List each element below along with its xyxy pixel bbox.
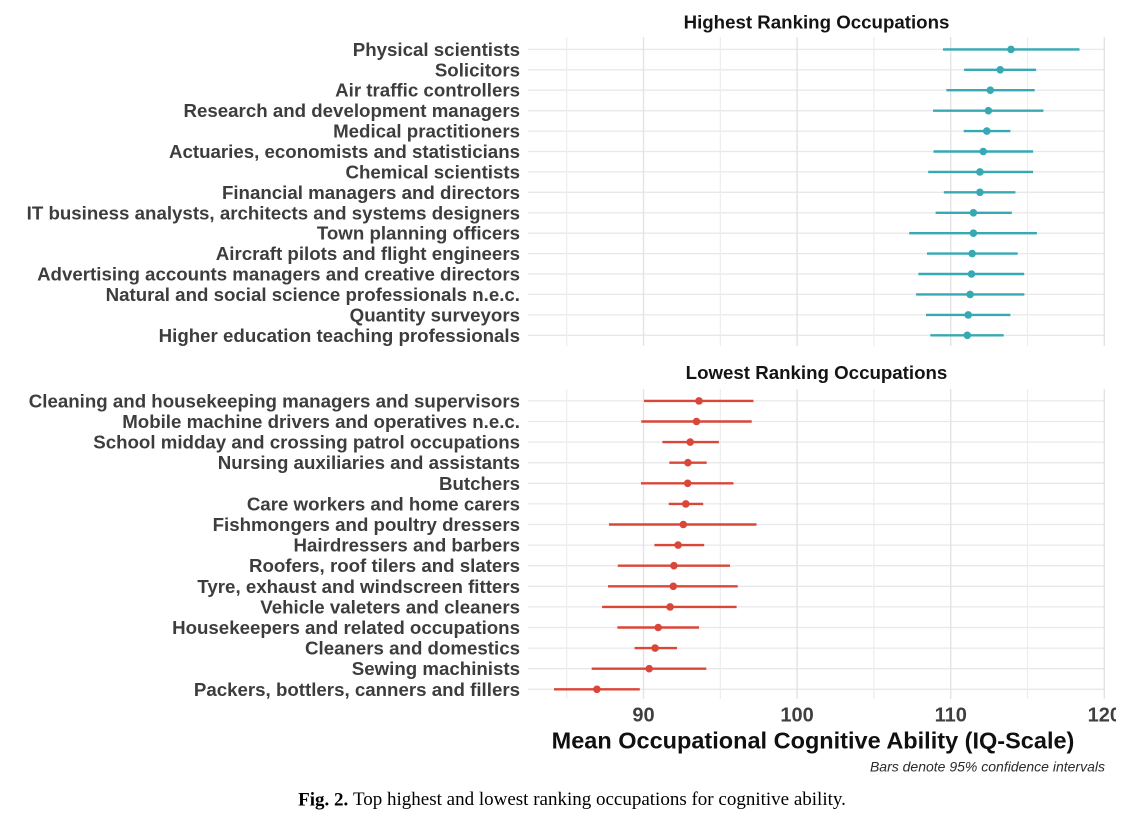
svg-text:Highest Ranking Occupations: Highest Ranking Occupations <box>684 11 950 32</box>
svg-text:School midday and crossing pat: School midday and crossing patrol occupa… <box>93 432 520 453</box>
svg-text:Care workers and home carers: Care workers and home carers <box>247 493 520 514</box>
svg-text:Fishmongers and poultry dresse: Fishmongers and poultry dressers <box>213 514 520 535</box>
svg-text:Sewing machinists: Sewing machinists <box>352 658 520 679</box>
svg-text:Bars denote 95% confidence int: Bars denote 95% confidence intervals <box>870 759 1105 775</box>
svg-text:Mobile machine drivers and ope: Mobile machine drivers and operatives n.… <box>122 411 520 432</box>
svg-text:Solicitors: Solicitors <box>435 59 520 80</box>
svg-text:Air traffic controllers: Air traffic controllers <box>335 80 520 101</box>
svg-text:Fig. 2. Top highest and lowest: Fig. 2. Top highest and lowest ranking o… <box>298 789 846 810</box>
svg-text:Tyre, exhaust and windscreen f: Tyre, exhaust and windscreen fitters <box>197 576 520 597</box>
svg-text:Chemical scientists: Chemical scientists <box>346 161 521 182</box>
svg-text:Hairdressers and barbers: Hairdressers and barbers <box>294 535 520 556</box>
svg-text:Town planning officers: Town planning officers <box>317 223 520 244</box>
svg-text:100: 100 <box>780 705 813 727</box>
svg-text:Nursing auxiliaries and assist: Nursing auxiliaries and assistants <box>218 452 520 473</box>
svg-text:Mean Occupational Cognitive Ab: Mean Occupational Cognitive Ability (IQ-… <box>552 728 1075 754</box>
svg-text:Physical scientists: Physical scientists <box>353 39 520 60</box>
svg-text:Advertising accounts managers: Advertising accounts managers and creati… <box>37 264 520 285</box>
svg-text:IT business analysts, architec: IT business analysts, architects and sys… <box>27 202 520 223</box>
svg-text:Housekeepers and related occup: Housekeepers and related occupations <box>172 617 520 638</box>
svg-text:Natural and social science pro: Natural and social science professionals… <box>106 284 520 305</box>
svg-text:Aircraft pilots and flight eng: Aircraft pilots and flight engineers <box>216 243 520 264</box>
svg-text:Cleaning and housekeeping mana: Cleaning and housekeeping managers and s… <box>29 390 520 411</box>
svg-text:Quantity surveyors: Quantity surveyors <box>350 304 520 325</box>
svg-text:Packers, bottlers, canners and: Packers, bottlers, canners and fillers <box>194 679 520 700</box>
svg-text:Cleaners and domestics: Cleaners and domestics <box>305 638 520 659</box>
svg-text:Financial managers and directo: Financial managers and directors <box>222 182 520 203</box>
svg-text:Medical practitioners: Medical practitioners <box>333 121 520 142</box>
svg-text:Butchers: Butchers <box>439 473 520 494</box>
svg-text:Actuaries, economists and stat: Actuaries, economists and statisticians <box>169 141 520 162</box>
svg-text:Vehicle valeters and cleaners: Vehicle valeters and cleaners <box>260 596 520 617</box>
svg-text:90: 90 <box>632 705 654 727</box>
svg-text:Roofers, roof tilers and slate: Roofers, roof tilers and slaters <box>249 555 520 576</box>
svg-text:Higher education teaching prof: Higher education teaching professionals <box>159 325 520 346</box>
svg-text:Research and development manag: Research and development managers <box>183 100 520 121</box>
svg-text:120: 120 <box>1088 705 1121 727</box>
svg-text:110: 110 <box>935 705 967 727</box>
svg-text:Lowest Ranking Occupations: Lowest Ranking Occupations <box>686 362 948 383</box>
